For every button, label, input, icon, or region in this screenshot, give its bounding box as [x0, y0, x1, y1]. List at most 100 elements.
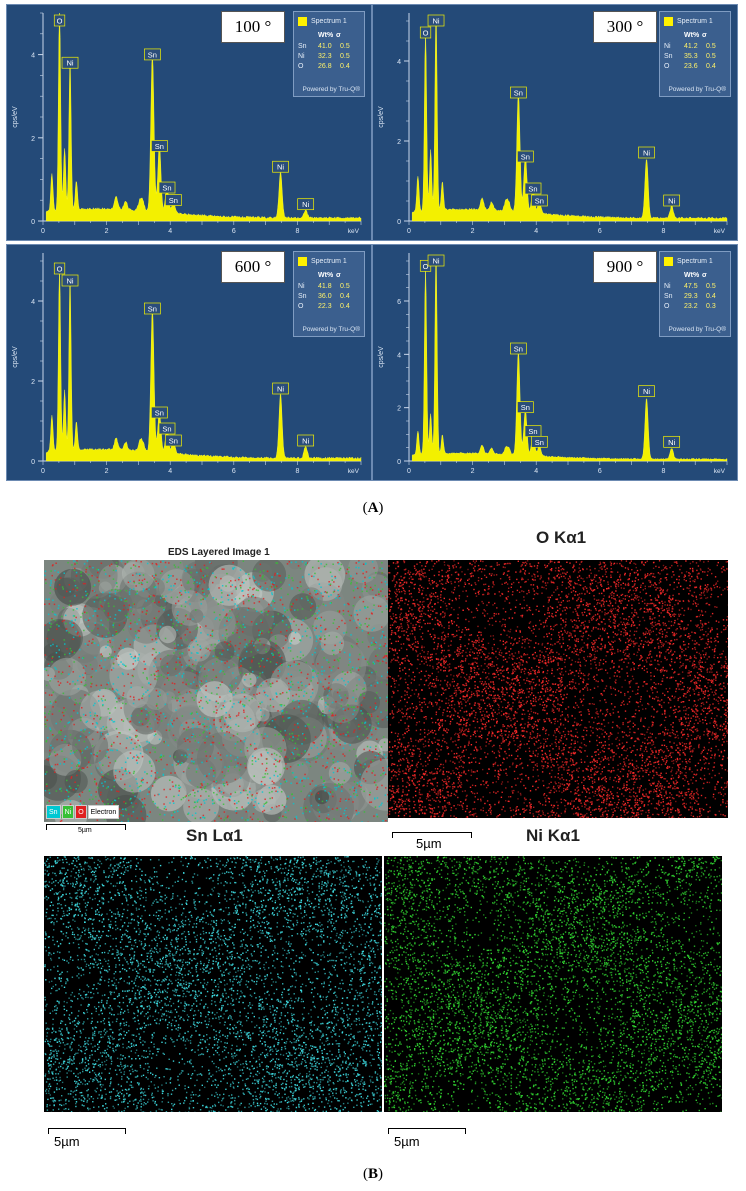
element-signal: [388, 560, 728, 818]
legend-element: Ni: [298, 53, 305, 60]
x-tick-label: 4: [168, 468, 172, 475]
legend-element: Sn: [298, 293, 307, 300]
legend-col-sigma: σ: [702, 32, 720, 39]
x-tick-label: 6: [232, 228, 236, 235]
svg-text:Sn: Sn: [169, 437, 178, 446]
y-axis-label: cps/eV: [378, 346, 385, 368]
peak-label: Sn: [144, 48, 161, 61]
legend-row: O 22.3 0.4: [298, 303, 362, 312]
element-signal: [384, 856, 722, 1112]
peak-label: Ni: [272, 160, 289, 173]
y-tick-label: 0: [397, 219, 401, 226]
svg-text:Ni: Ni: [668, 197, 675, 206]
spectrum-legend: Spectrum 1 Wt% σ Ni 47.5 0.5 Sn 29.3 0.4 O 23.2 0.3…: [659, 251, 731, 337]
legend-o: O: [75, 805, 87, 819]
x-tick-label: 0: [41, 468, 45, 475]
element-signal: [44, 856, 382, 1112]
legend-title: Spectrum 1: [677, 18, 713, 25]
spectrum-curve: [45, 267, 362, 462]
legend-sigma-value: 0.4: [340, 63, 350, 70]
x-tick-label: 0: [41, 228, 45, 235]
y-tick-label: 0: [31, 219, 35, 226]
legend-element: O: [664, 63, 669, 70]
svg-text:Sn: Sn: [162, 425, 171, 434]
legend-header: Spectrum 1: [298, 256, 347, 266]
legend-col-sigma: σ: [336, 272, 354, 279]
svg-text:Sn: Sn: [148, 305, 157, 314]
x-tick-label: 0: [407, 468, 411, 475]
x-unit-label: keV: [714, 468, 726, 475]
svg-text:Sn: Sn: [155, 142, 164, 151]
svg-text:Sn: Sn: [162, 184, 171, 193]
legend-columns: Wt% σ: [318, 32, 354, 39]
caption-a: (A): [0, 500, 746, 517]
legend-footer: Powered by Tru-Q®: [302, 326, 360, 333]
peak-label: Sn: [524, 182, 542, 195]
svg-text:Sn: Sn: [169, 196, 178, 205]
caption-b: (B): [0, 1166, 746, 1183]
spectrum-curve: [411, 258, 728, 462]
svg-text:Ni: Ni: [66, 277, 73, 286]
svg-text:Sn: Sn: [148, 50, 157, 59]
legend-header: Spectrum 1: [664, 256, 713, 266]
legend-sigma-value: 0.5: [340, 283, 350, 290]
peak-label: O: [53, 262, 66, 275]
svg-text:O: O: [423, 262, 429, 271]
legend-sigma-value: 0.3: [706, 303, 716, 310]
legend-title: Spectrum 1: [311, 18, 347, 25]
caption-a-letter: A: [368, 500, 379, 516]
svg-text:Sn: Sn: [514, 345, 523, 354]
peak-label: Ni: [61, 274, 79, 287]
svg-text:Ni: Ni: [66, 59, 73, 68]
legend-swatch: [298, 256, 307, 266]
legend-wt-value: 41.0: [318, 43, 332, 50]
y-axis-label: cps/eV: [12, 346, 19, 368]
legend-wt-value: 41.8: [318, 283, 332, 290]
temperature-label: 900 °: [593, 251, 657, 283]
peak-label: Sn: [510, 86, 527, 99]
x-tick-label: 2: [105, 228, 109, 235]
legend-element: Sn: [298, 43, 307, 50]
ni-map-canvas: [384, 856, 722, 1112]
legend-wt-value: 41.2: [684, 43, 698, 50]
x-tick-label: 6: [598, 228, 602, 235]
y-tick-label: 0: [397, 459, 401, 466]
spectrum-panel-300: 0 2 4 0 2 4 6 8 keV cps/eV O Ni Sn Sn Sn Sn Ni Ni 300 ° Spe…: [372, 4, 738, 241]
y-axis-label: cps/eV: [378, 106, 385, 128]
peak-label: Sn: [517, 150, 534, 163]
x-tick-label: 6: [232, 468, 236, 475]
peak-label: Sn: [531, 194, 548, 207]
legend-sigma-value: 0.4: [706, 293, 716, 300]
spectrum-curve: [411, 17, 728, 222]
legend-col-sigma: σ: [702, 272, 720, 279]
peak-label: Sn: [531, 435, 548, 448]
x-tick-label: 4: [534, 228, 538, 235]
svg-text:O: O: [57, 265, 63, 274]
temperature-label: 300 °: [593, 11, 657, 43]
legend-wt-value: 26.8: [318, 63, 332, 70]
legend-sigma-value: 0.5: [340, 53, 350, 60]
peak-label: Sn: [151, 406, 168, 419]
sn-map: [44, 856, 382, 1112]
legend-col-wt: Wt%: [684, 32, 702, 39]
svg-text:Ni: Ni: [668, 438, 675, 447]
peak-label: Ni: [427, 14, 445, 27]
legend-footer: Powered by Tru-Q®: [668, 86, 726, 93]
x-tick-label: 4: [534, 468, 538, 475]
o-map-title: O Kα1: [536, 528, 586, 548]
legend-wt-value: 22.3: [318, 303, 332, 310]
legend-wt-value: 23.2: [684, 303, 698, 310]
legend-columns: Wt% σ: [318, 272, 354, 279]
svg-text:Sn: Sn: [521, 153, 530, 162]
y-tick-label: 4: [31, 299, 35, 306]
legend-wt-value: 47.5: [684, 283, 698, 290]
y-tick-label: 6: [397, 299, 401, 306]
legend-element: Ni: [298, 283, 305, 290]
x-tick-label: 8: [661, 228, 665, 235]
element-overlay: [44, 560, 388, 822]
spectrum-panel-900: 0 2 4 6 0 2 4 6 8 keV cps/eV O Ni Sn Sn Sn Sn Ni Ni 900 ° Sp…: [372, 244, 738, 481]
y-tick-label: 2: [397, 406, 401, 413]
peak-label: Ni: [297, 434, 315, 447]
temperature-label: 100 °: [221, 11, 285, 43]
spectrum-legend: Spectrum 1 Wt% σ Ni 41.2 0.5 Sn 35.3 0.5 O 23.6 0.4…: [659, 11, 731, 97]
